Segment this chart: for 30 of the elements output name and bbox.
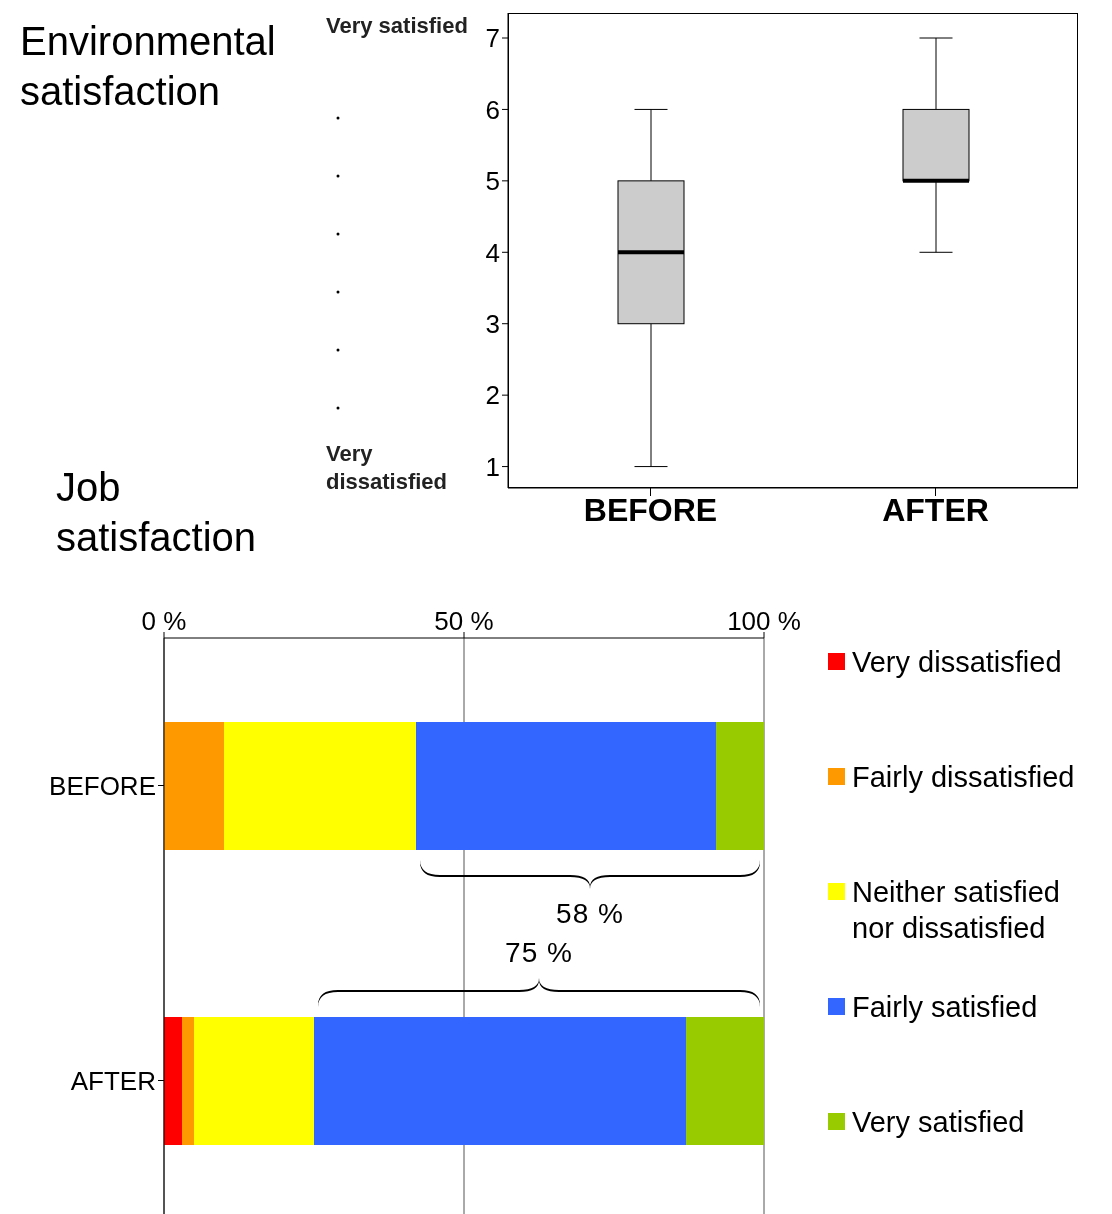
y-tick-label: 3 [485,308,500,339]
bar [182,1017,194,1145]
bar [164,722,224,850]
y-tick-label: 2 [485,380,500,411]
legend-label: Very dissatisfied [852,645,1063,680]
bar [164,1017,182,1145]
x-tick-label: 0 % [141,606,187,636]
bar [314,1017,686,1145]
annotation: 75 % [504,935,574,970]
bar [716,722,764,850]
bar [224,722,416,850]
y-tick-label: 7 [485,23,500,54]
text: Very satisfied [326,12,469,40]
chart-title: Job satisfaction [56,464,258,561]
y-tick-label: 5 [485,166,500,197]
y-tick-label: 6 [485,94,500,125]
legend-label: Very satisfied [852,1105,1026,1140]
legend-label: Neither satisfied nor dissatisfied [852,875,1061,946]
bar [686,1017,764,1145]
annotation: 58 % [555,896,625,931]
text: Environmental satisfaction [20,18,277,115]
legend-label: Fairly satisfied [852,990,1039,1025]
x-tick-label: 50 % [434,606,494,636]
y-tick-label: 1 [485,451,500,482]
bar [194,1017,314,1145]
bar [416,722,716,850]
y-tick-label: 4 [485,237,500,268]
text: Very dissatisfied [326,440,449,496]
x-tick-label: 100 % [727,606,801,636]
legend-label: Fairly dissatisfied [852,760,1076,795]
